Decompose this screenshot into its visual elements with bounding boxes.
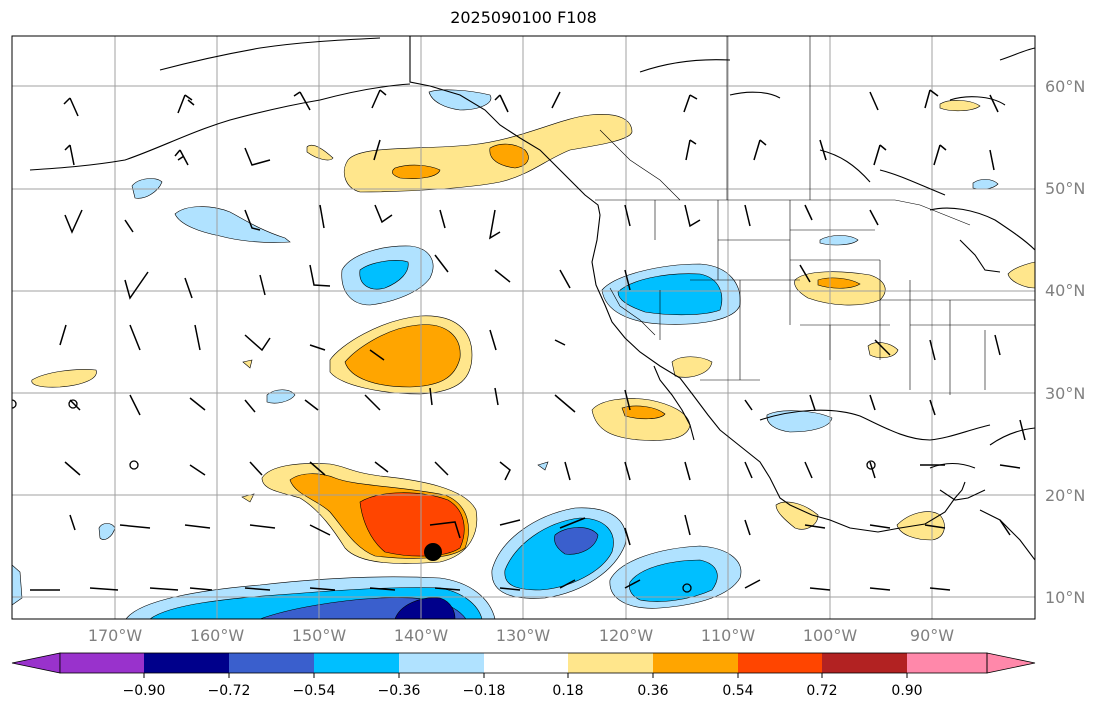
colorbar-tick-label: −0.18 [462,683,506,699]
colorbar-segment [653,653,738,673]
colorbar-segment [738,653,822,673]
colorbar-segment [568,653,653,673]
contour-fills-negative [12,89,999,619]
colorbar-tick-label: −0.36 [377,683,421,699]
colorbar-segment [822,653,907,673]
colorbar-segment [907,653,987,673]
lon-label-100w: 100°W [802,626,858,645]
contour-fills-positive [31,100,1035,564]
colorbar-segment [60,653,144,673]
lon-label-170w: 170°W [87,626,143,645]
calm-wind-markers [12,399,876,593]
colorbar-tick-label: −0.72 [207,683,251,699]
colorbar-tick-label: 0.54 [722,683,754,699]
lon-label-150w: 150°W [291,626,347,645]
lat-label-10n: 10°N [1045,588,1086,607]
lon-label-90w: 90°W [909,626,955,645]
colorbar-tick-label: 0.90 [891,683,923,699]
colorbar-segment [144,653,229,673]
political-borders [595,36,1035,395]
colorbar-tick-label: −0.54 [292,683,336,699]
gridlines [12,36,1035,619]
wind-barbs [30,89,1026,591]
coastlines [29,36,1035,561]
map-frame [11,35,1036,620]
colorbar-segment [484,653,568,673]
colorbar-tick-label: −0.90 [122,683,166,699]
lat-label-30n: 30°N [1045,384,1086,403]
lat-label-50n: 50°N [1045,179,1086,198]
lat-label-40n: 40°N [1045,281,1086,300]
map-title: 2025090100 F108 [450,8,597,27]
colorbar-segment [314,653,399,673]
storm-center-marker [424,543,442,561]
lon-label-160w: 160°W [189,626,245,645]
lat-label-20n: 20°N [1045,486,1086,505]
colorbar-segment [399,653,484,673]
colorbar-tick-label: 0.36 [637,683,669,699]
lon-label-130w: 130°W [495,626,551,645]
colorbar [11,652,1036,678]
colorbar-segment [229,653,314,673]
lat-label-60n: 60°N [1045,77,1086,96]
colorbar-extend-low [11,652,61,674]
lon-label-120w: 120°W [598,626,654,645]
lon-label-140w: 140°W [393,626,449,645]
colorbar-tick-label: 0.18 [552,683,584,699]
colorbar-tick-label: 0.72 [806,683,838,699]
lon-label-110w: 110°W [700,626,756,645]
colorbar-extend-high [986,652,1036,674]
